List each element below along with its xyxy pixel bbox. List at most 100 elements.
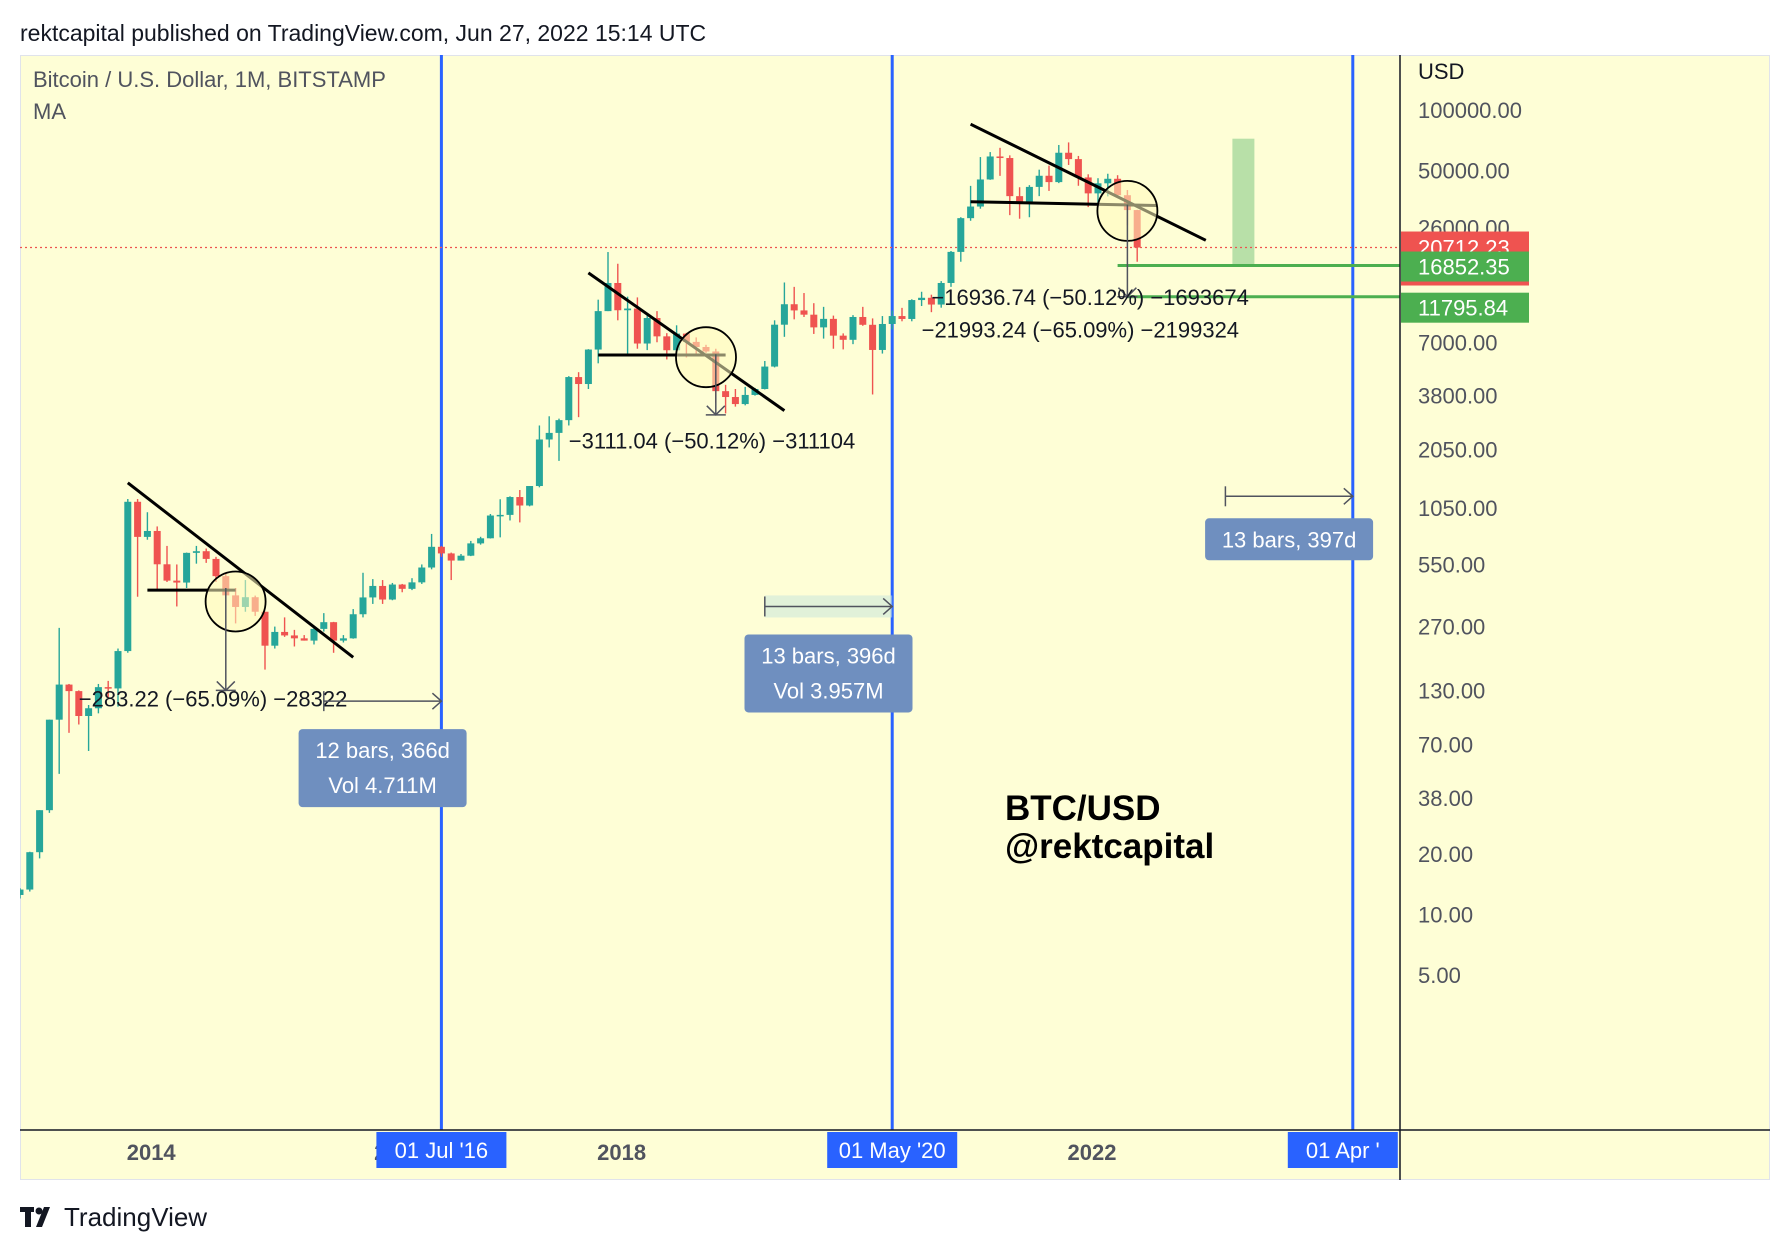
candle-2013-03[interactable] <box>45 719 53 811</box>
candle-2017-07[interactable] <box>555 420 563 433</box>
candle-2021-06[interactable] <box>1016 196 1024 202</box>
candle-2017-03[interactable] <box>516 497 524 506</box>
candle-2020-07[interactable] <box>908 300 916 319</box>
candle-2017-04[interactable] <box>526 486 534 506</box>
candle-2021-11[interactable] <box>1065 152 1073 160</box>
candle-2020-01[interactable] <box>849 316 857 340</box>
candle-2018-07[interactable] <box>673 333 681 351</box>
candle-2013-07[interactable] <box>85 708 93 717</box>
candle-2019-01[interactable] <box>731 397 739 405</box>
candle-2016-12[interactable] <box>486 515 494 539</box>
candle-2019-02[interactable] <box>741 394 749 405</box>
candle-2012-12[interactable] <box>20 889 24 895</box>
candle-2015-10[interactable] <box>349 614 357 639</box>
candle-2015-01[interactable] <box>261 611 269 646</box>
candle-2015-02[interactable] <box>271 631 279 646</box>
candle-2014-01[interactable] <box>143 530 151 537</box>
candle-2017-02[interactable] <box>506 497 514 515</box>
candle-2015-09[interactable] <box>339 638 347 641</box>
candle-2020-11[interactable] <box>947 251 955 283</box>
candle-2013-01[interactable] <box>26 852 34 890</box>
candle-2017-05[interactable] <box>535 439 543 487</box>
candle-2017-09[interactable] <box>575 377 583 385</box>
candle-2020-10[interactable] <box>937 282 945 305</box>
candle-2018-06[interactable] <box>663 336 671 351</box>
candle-2021-02[interactable] <box>976 179 984 207</box>
candle-2016-06[interactable] <box>428 546 436 568</box>
candle-2015-08[interactable] <box>330 622 338 641</box>
candle-2016-03[interactable] <box>398 584 406 589</box>
breakdown-circle-0[interactable] <box>204 570 267 633</box>
candle-2016-07[interactable] <box>437 546 445 554</box>
candle-2019-09[interactable] <box>810 314 818 328</box>
candle-2019-06[interactable] <box>780 304 788 325</box>
indicator-legend[interactable]: MA <box>33 99 66 124</box>
candle-2018-05[interactable] <box>653 318 661 337</box>
candle-2013-09[interactable] <box>104 687 112 689</box>
candle-2018-02[interactable] <box>624 308 632 311</box>
candle-2020-09[interactable] <box>927 297 935 305</box>
candle-2017-10[interactable] <box>584 349 592 385</box>
candle-2013-12[interactable] <box>134 501 142 537</box>
candle-2016-10[interactable] <box>467 543 475 556</box>
candle-2016-04[interactable] <box>408 582 416 589</box>
candle-2021-01[interactable] <box>967 206 975 219</box>
candle-2019-07[interactable] <box>790 304 798 311</box>
candle-2017-06[interactable] <box>545 432 553 440</box>
candle-2015-05[interactable] <box>300 638 308 641</box>
candle-2016-05[interactable] <box>418 567 426 583</box>
candle-2016-11[interactable] <box>477 538 485 544</box>
candle-2014-06[interactable] <box>192 551 200 553</box>
candle-2021-05[interactable] <box>1006 158 1014 197</box>
candle-2013-02[interactable] <box>36 810 44 853</box>
candle-2019-08[interactable] <box>800 310 808 315</box>
candle-2014-02[interactable] <box>153 530 161 565</box>
candle-2019-04[interactable] <box>761 366 769 389</box>
candle-2017-11[interactable] <box>594 311 602 350</box>
candle-2022-01[interactable] <box>1084 177 1092 194</box>
candle-2015-04[interactable] <box>290 635 298 639</box>
candle-2015-11[interactable] <box>359 597 367 615</box>
candle-2019-11[interactable] <box>829 318 837 336</box>
candle-2014-05[interactable] <box>183 552 191 583</box>
candle-2017-08[interactable] <box>565 377 573 421</box>
candle-2017-12[interactable] <box>604 282 612 312</box>
candle-2016-02[interactable] <box>388 584 396 600</box>
candle-2020-05[interactable] <box>888 316 896 324</box>
symbol-legend[interactable]: Bitcoin / U.S. Dollar, 1M, BITSTAMP <box>33 67 386 92</box>
candle-2020-02[interactable] <box>859 316 867 325</box>
candle-2013-11[interactable] <box>124 501 132 652</box>
trendline-2022-descending[interactable] <box>969 122 1207 242</box>
candle-2021-12[interactable] <box>1074 159 1082 178</box>
candle-2014-04[interactable] <box>173 580 181 583</box>
candle-2020-03[interactable] <box>869 324 877 350</box>
candle-2018-04[interactable] <box>643 318 651 344</box>
candle-2021-09[interactable] <box>1045 175 1053 183</box>
candle-2016-08[interactable] <box>447 553 455 561</box>
candle-2019-03[interactable] <box>751 388 759 395</box>
candle-2021-08[interactable] <box>1035 175 1043 187</box>
candle-2014-08[interactable] <box>212 558 220 577</box>
candle-2019-10[interactable] <box>820 318 828 328</box>
candle-2020-04[interactable] <box>878 323 886 350</box>
candle-2015-12[interactable] <box>369 585 377 598</box>
candle-2021-04[interactable] <box>996 156 1004 159</box>
candle-2018-01[interactable] <box>614 282 622 311</box>
candle-2021-07[interactable] <box>1025 186 1033 202</box>
candle-2013-04[interactable] <box>55 684 63 720</box>
candle-2021-03[interactable] <box>986 156 994 180</box>
candle-2019-05[interactable] <box>771 324 779 367</box>
candle-2015-03[interactable] <box>281 631 289 636</box>
trendline-2014-descending[interactable] <box>126 481 355 659</box>
candle-2020-08[interactable] <box>918 297 926 301</box>
candle-2015-07[interactable] <box>320 622 328 629</box>
candle-2014-07[interactable] <box>202 551 210 559</box>
candle-2018-03[interactable] <box>633 308 641 344</box>
candle-2013-05[interactable] <box>65 684 73 692</box>
candle-2018-12[interactable] <box>722 391 730 398</box>
candle-2020-06[interactable] <box>898 316 906 319</box>
candle-2022-03[interactable] <box>1104 178 1112 184</box>
candle-2013-08[interactable] <box>94 687 102 709</box>
breakdown-circle-1[interactable] <box>675 326 737 389</box>
candle-2017-01[interactable] <box>496 514 504 517</box>
